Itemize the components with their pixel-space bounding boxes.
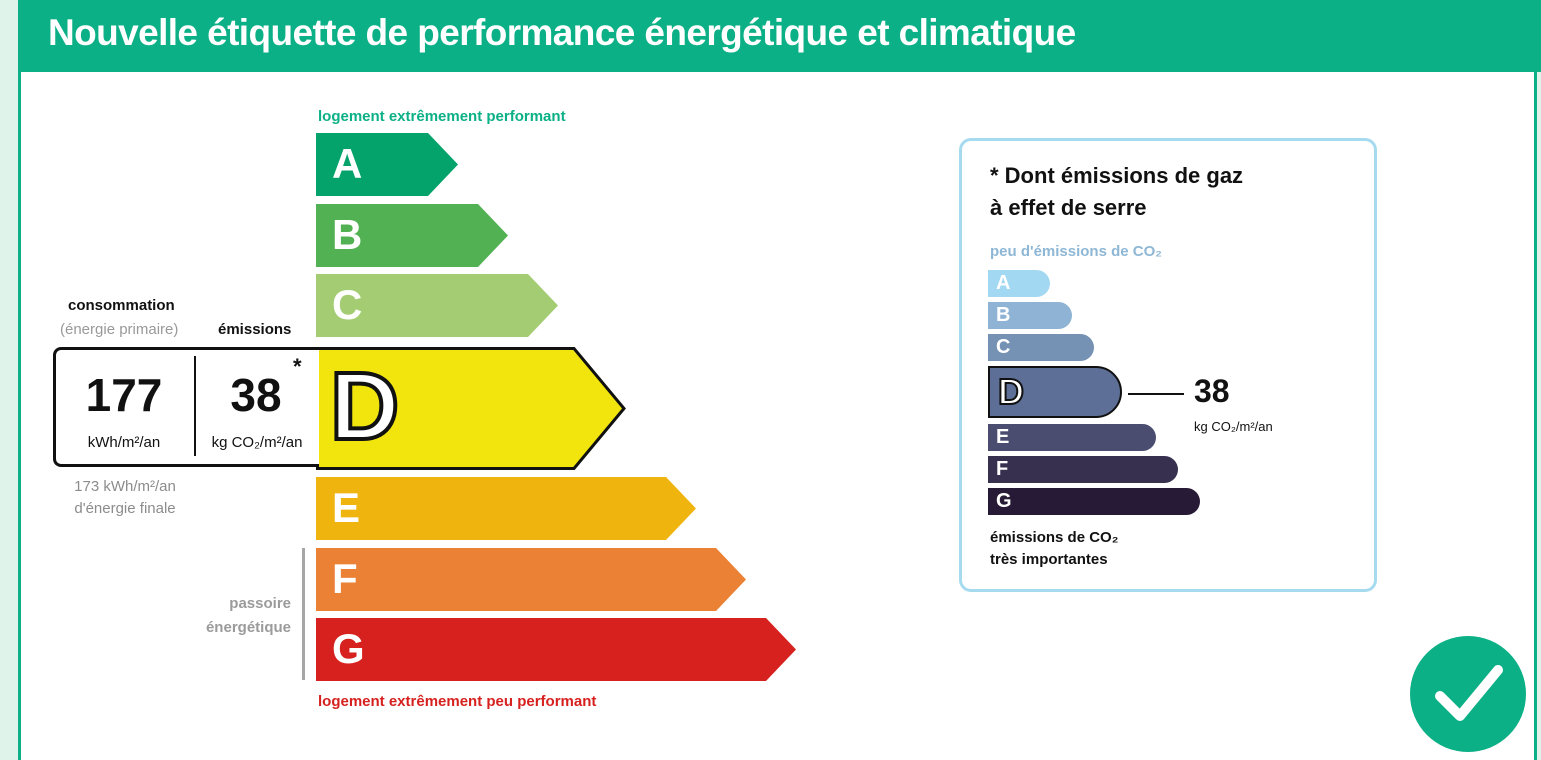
ges-class-f: F: [988, 456, 1178, 483]
ges-value-connector: [1128, 393, 1184, 395]
dpe-class-letter: C: [332, 281, 363, 328]
consumption-sublabel: (énergie primaire): [60, 321, 179, 338]
dpe-class-e: E: [316, 477, 700, 544]
values-panel: [53, 347, 319, 467]
ges-bottom-line2: très importantes: [990, 551, 1108, 568]
dpe-class-g: G: [316, 618, 800, 685]
dpe-top-caption: logement extrêmement performant: [318, 108, 566, 125]
ges-unit: kg CO₂/m²/an: [1194, 419, 1273, 434]
ges-top-caption: peu d'émissions de CO₂: [990, 243, 1162, 260]
ges-value: 38: [1194, 373, 1230, 409]
ges-class-letter: C: [996, 336, 1011, 358]
panel-divider: [194, 356, 196, 456]
passoire-line2: énergétique: [205, 619, 291, 636]
ges-class-letter: E: [996, 426, 1010, 448]
ges-class-letter: B: [996, 304, 1011, 326]
ges-class-d: D: [988, 366, 1122, 418]
passoire-line1: passoire: [229, 595, 291, 612]
ges-class-b: B: [988, 302, 1072, 329]
emissions-value: 38: [230, 369, 282, 421]
dpe-class-letter: D: [328, 351, 401, 462]
emissions-unit: kg CO₂/m²/an: [211, 434, 303, 451]
passoire-bracket: [302, 548, 305, 680]
emissions-asterisk: *: [293, 354, 302, 379]
dpe-class-letter: B: [332, 211, 363, 258]
ges-class-g: G: [988, 488, 1200, 515]
ges-class-letter: G: [996, 490, 1012, 512]
dpe-class-d: D: [316, 347, 628, 471]
dpe-class-f: F: [316, 548, 750, 615]
dpe-bottom-caption: logement extrêmement peu performant: [318, 693, 597, 710]
final-energy-value: 173 kWh/m²/an: [74, 478, 176, 495]
ges-bottom-line1: émissions de CO₂: [990, 529, 1119, 546]
dpe-class-letter: E: [332, 484, 361, 531]
dpe-class-letter: A: [332, 140, 363, 187]
consumption-value: 177: [85, 369, 163, 421]
ges-class-c: C: [988, 334, 1094, 361]
ges-class-letter: F: [996, 458, 1009, 480]
final-energy-label: d'énergie finale: [74, 500, 176, 517]
dpe-class-letter: F: [332, 555, 358, 602]
emissions-label: émissions: [218, 321, 292, 338]
consumption-label: consommation: [68, 297, 175, 314]
ges-panel: [959, 138, 1377, 592]
ges-title-line2: à effet de serre: [990, 195, 1147, 220]
dpe-class-letter: G: [332, 625, 365, 672]
ges-class-a: A: [988, 270, 1050, 297]
ges-class-letter: D: [997, 370, 1025, 413]
dpe-class-a: A: [316, 133, 462, 200]
consumption-unit: kWh/m²/an: [87, 434, 161, 451]
check-icon: [1435, 665, 1503, 721]
validation-badge: [1410, 636, 1526, 752]
ges-class-e: E: [988, 424, 1156, 451]
ges-class-letter: A: [996, 272, 1011, 294]
dpe-class-b: B: [316, 204, 512, 271]
page-title: Nouvelle étiquette de performance énergé…: [48, 12, 1076, 53]
dpe-class-c: C: [316, 274, 562, 341]
ges-title-line1: * Dont émissions de gaz: [990, 163, 1244, 188]
header-bar: Nouvelle étiquette de performance énergé…: [18, 0, 1541, 72]
